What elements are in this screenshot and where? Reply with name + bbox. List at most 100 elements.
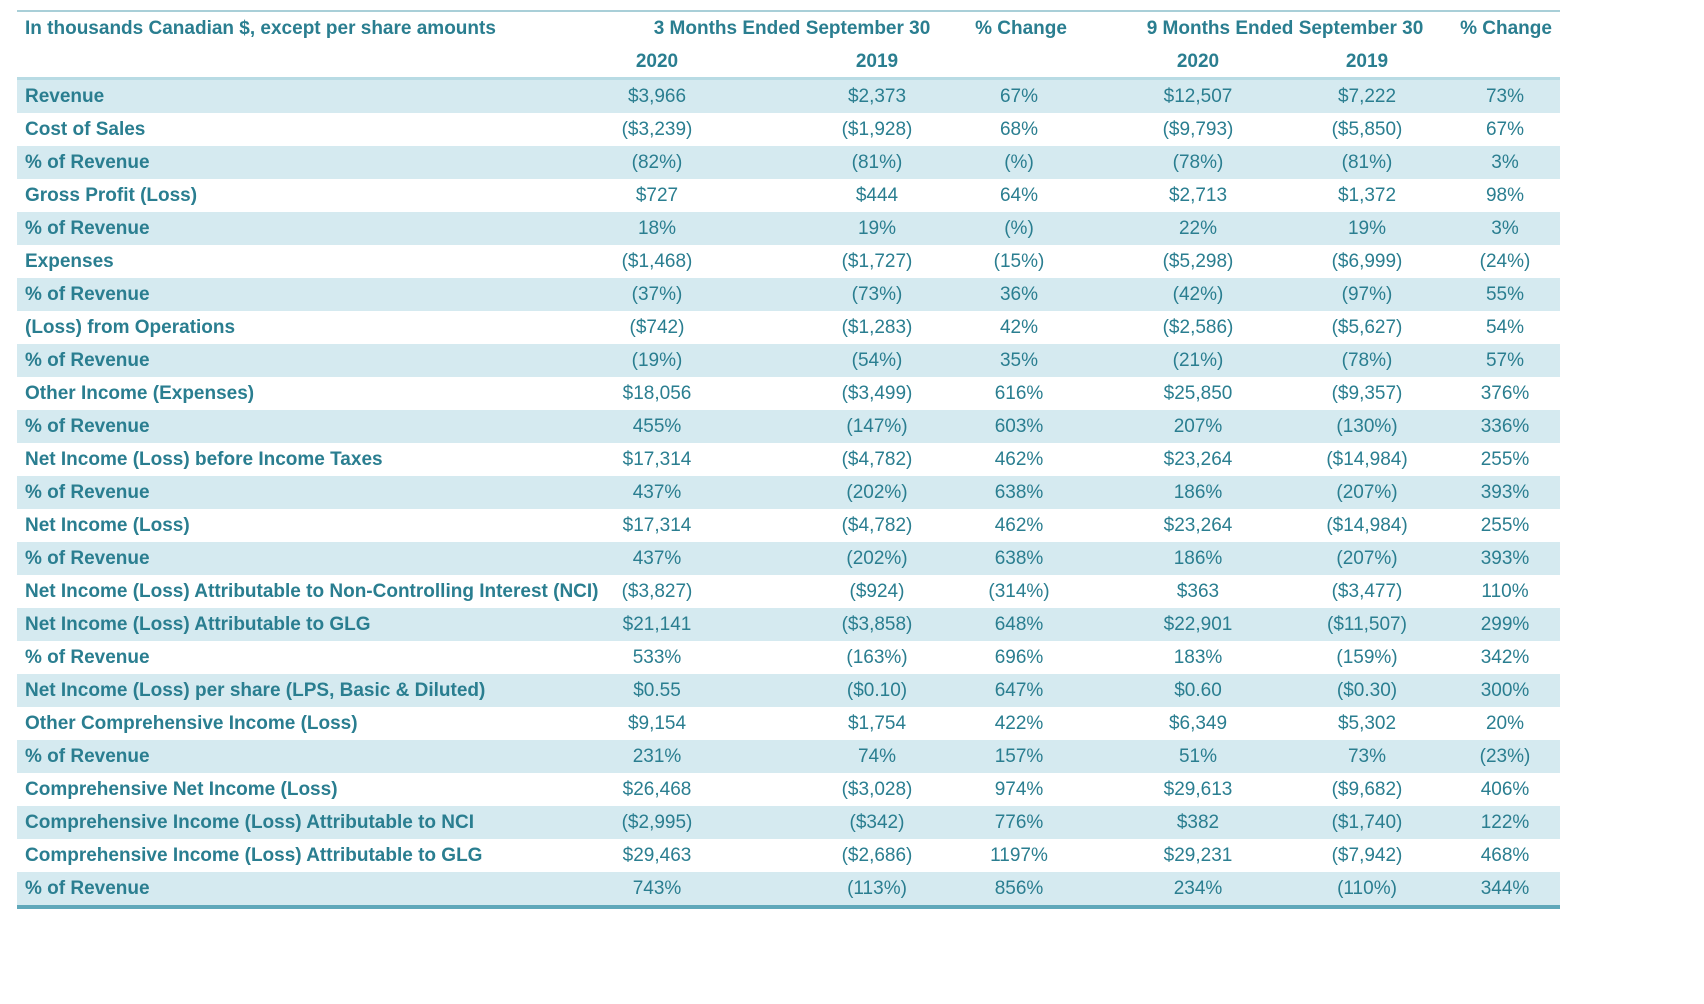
row-label: Net Income (Loss) — [25, 514, 190, 536]
header-9-months: 9 Months Ended September 30 — [1146, 18, 1424, 39]
cell-q3-2020: $18,056 — [622, 382, 692, 404]
cell-ytd-2019: ($14,984) — [1326, 514, 1408, 536]
year-9m-2019: 2019 — [1345, 50, 1389, 72]
cell-q3-2019: $444 — [855, 184, 899, 206]
row-label: % of Revenue — [25, 349, 150, 371]
row-label: Net Income (Loss) Attributable to Non-Co… — [25, 580, 599, 602]
year-9m-2020: 2020 — [1176, 50, 1220, 72]
cell-ytd-pct-change: 54% — [1485, 316, 1525, 338]
cell-q3-pct-change: 64% — [999, 184, 1039, 206]
cell-ytd-2020: $6,349 — [1168, 712, 1228, 734]
cell-q3-pct-change: 68% — [999, 118, 1039, 140]
cell-q3-pct-change: 35% — [999, 349, 1039, 371]
cell-ytd-pct-change: 336% — [1480, 415, 1530, 437]
cell-ytd-pct-change: 299% — [1480, 613, 1530, 635]
cell-q3-2019: $2,373 — [847, 85, 907, 107]
table-row: Gross Profit (Loss) $727 $444 64% $2,713 $1,3… — [17, 179, 1560, 212]
table-body: Revenue $3,966 $2,373 67% $12,507 $7,222 73% Co… — [17, 80, 1560, 905]
financial-summary-table: In thousands Canadian $, except per shar… — [17, 10, 1560, 909]
cell-ytd-2020: 186% — [1173, 481, 1223, 503]
cell-ytd-2019: ($5,627) — [1331, 316, 1403, 338]
cell-q3-pct-change: 462% — [994, 448, 1044, 470]
cell-ytd-2019: (159%) — [1336, 646, 1398, 668]
cell-q3-2019: $1,754 — [847, 712, 907, 734]
cell-q3-pct-change: (314%) — [988, 580, 1050, 602]
table-top-rule — [17, 10, 1560, 12]
cell-ytd-2019: (81%) — [1341, 151, 1393, 173]
cell-q3-2020: $9,154 — [627, 712, 687, 734]
cell-ytd-2019: 19% — [1347, 217, 1387, 239]
cell-q3-2020: ($2,995) — [621, 811, 693, 833]
table-row: % of Revenue 455% (147%) 603% 207% (130%) 336% — [17, 410, 1560, 443]
table-bottom-rule — [17, 905, 1560, 909]
cell-q3-pct-change: 1197% — [990, 844, 1048, 866]
cell-q3-pct-change: (%) — [1004, 217, 1034, 239]
cell-q3-2019: (54%) — [851, 349, 903, 371]
table-row: % of Revenue (37%) (73%) 36% (42%) (97%) 55% — [17, 278, 1560, 311]
row-label: (Loss) from Operations — [25, 316, 236, 338]
row-label: Comprehensive Income (Loss) Attributable… — [25, 811, 475, 833]
cell-q3-2019: ($3,499) — [841, 382, 913, 404]
cell-q3-pct-change: 462% — [994, 514, 1044, 536]
cell-ytd-pct-change: 255% — [1480, 448, 1530, 470]
cell-ytd-2019: $7,222 — [1337, 85, 1397, 107]
cell-ytd-2020: $382 — [1176, 811, 1220, 833]
cell-q3-pct-change: 648% — [994, 613, 1044, 635]
table-row: Expenses ($1,468) ($1,727) (15%) ($5,298) ($6… — [17, 245, 1560, 278]
cell-q3-2020: $29,463 — [622, 844, 692, 866]
cell-ytd-2020: ($2,586) — [1162, 316, 1234, 338]
table-row: % of Revenue 231% 74% 157% 51% 73% (23%) — [17, 740, 1560, 773]
cell-ytd-pct-change: 3% — [1491, 151, 1519, 173]
cell-ytd-2019: (110%) — [1337, 877, 1397, 899]
cell-q3-2020: 231% — [632, 745, 682, 767]
year-3m-2019: 2019 — [855, 50, 899, 72]
row-label: % of Revenue — [25, 415, 150, 437]
cell-q3-2019: ($4,782) — [841, 514, 913, 536]
cell-q3-2020: 743% — [632, 877, 682, 899]
cell-q3-pct-change: 157% — [994, 745, 1044, 767]
table-year-row: 2020 2019 2020 2019 — [17, 46, 1560, 77]
table-row: Comprehensive Net Income (Loss) $26,468 ($… — [17, 773, 1560, 806]
cell-ytd-pct-change: 110% — [1481, 580, 1529, 602]
cell-ytd-pct-change: 406% — [1480, 778, 1530, 800]
cell-ytd-2020: 186% — [1173, 547, 1223, 569]
cell-q3-pct-change: 638% — [994, 481, 1044, 503]
cell-q3-2019: ($1,283) — [841, 316, 913, 338]
cell-q3-pct-change: 42% — [999, 316, 1039, 338]
cell-ytd-2020: (42%) — [1172, 283, 1224, 305]
table-row: Other Comprehensive Income (Loss) $9,154 $… — [17, 707, 1560, 740]
cell-ytd-pct-change: 393% — [1480, 547, 1530, 569]
cell-q3-2020: (19%) — [631, 349, 683, 371]
cell-ytd-2019: ($9,357) — [1331, 382, 1403, 404]
cell-ytd-pct-change: 344% — [1480, 877, 1530, 899]
row-label: Comprehensive Income (Loss) Attributable… — [25, 844, 483, 866]
row-label: % of Revenue — [25, 877, 150, 899]
table-row: Comprehensive Income (Loss) Attributable… — [17, 839, 1560, 872]
row-label: Gross Profit (Loss) — [25, 184, 198, 206]
cell-q3-2020: $17,314 — [622, 514, 692, 536]
row-label: Other Comprehensive Income (Loss) — [25, 712, 358, 734]
cell-q3-2019: (202%) — [846, 547, 908, 569]
cell-q3-2019: ($4,782) — [841, 448, 913, 470]
cell-q3-2019: (202%) — [846, 481, 908, 503]
cell-ytd-pct-change: 98% — [1485, 184, 1525, 206]
cell-ytd-2019: ($11,507) — [1327, 613, 1407, 635]
row-label: Net Income (Loss) per share (LPS, Basic … — [25, 679, 486, 701]
cell-q3-2019: (73%) — [851, 283, 903, 305]
cell-ytd-2019: ($3,477) — [1331, 580, 1403, 602]
table-row: Cost of Sales ($3,239) ($1,928) 68% ($9,793)… — [17, 113, 1560, 146]
table-row: Net Income (Loss) per share (LPS, Basic … — [17, 674, 1560, 707]
cell-ytd-2020: $23,264 — [1163, 448, 1233, 470]
table-row: Comprehensive Income (Loss) Attributable… — [17, 806, 1560, 839]
row-label: % of Revenue — [25, 646, 150, 668]
table-row: Revenue $3,966 $2,373 67% $12,507 $7,222 73% — [17, 80, 1560, 113]
cell-q3-pct-change: 856% — [994, 877, 1044, 899]
row-label: Cost of Sales — [25, 118, 146, 140]
table-row: % of Revenue 743% (113%) 856% 234% (110%) 344% — [17, 872, 1560, 905]
cell-q3-pct-change: 67% — [999, 85, 1039, 107]
cell-q3-2020: ($3,827) — [621, 580, 693, 602]
cell-ytd-2020: ($9,793) — [1162, 118, 1234, 140]
cell-q3-2019: (163%) — [846, 646, 908, 668]
cell-q3-2020: $26,468 — [622, 778, 692, 800]
cell-q3-2019: (147%) — [846, 415, 908, 437]
